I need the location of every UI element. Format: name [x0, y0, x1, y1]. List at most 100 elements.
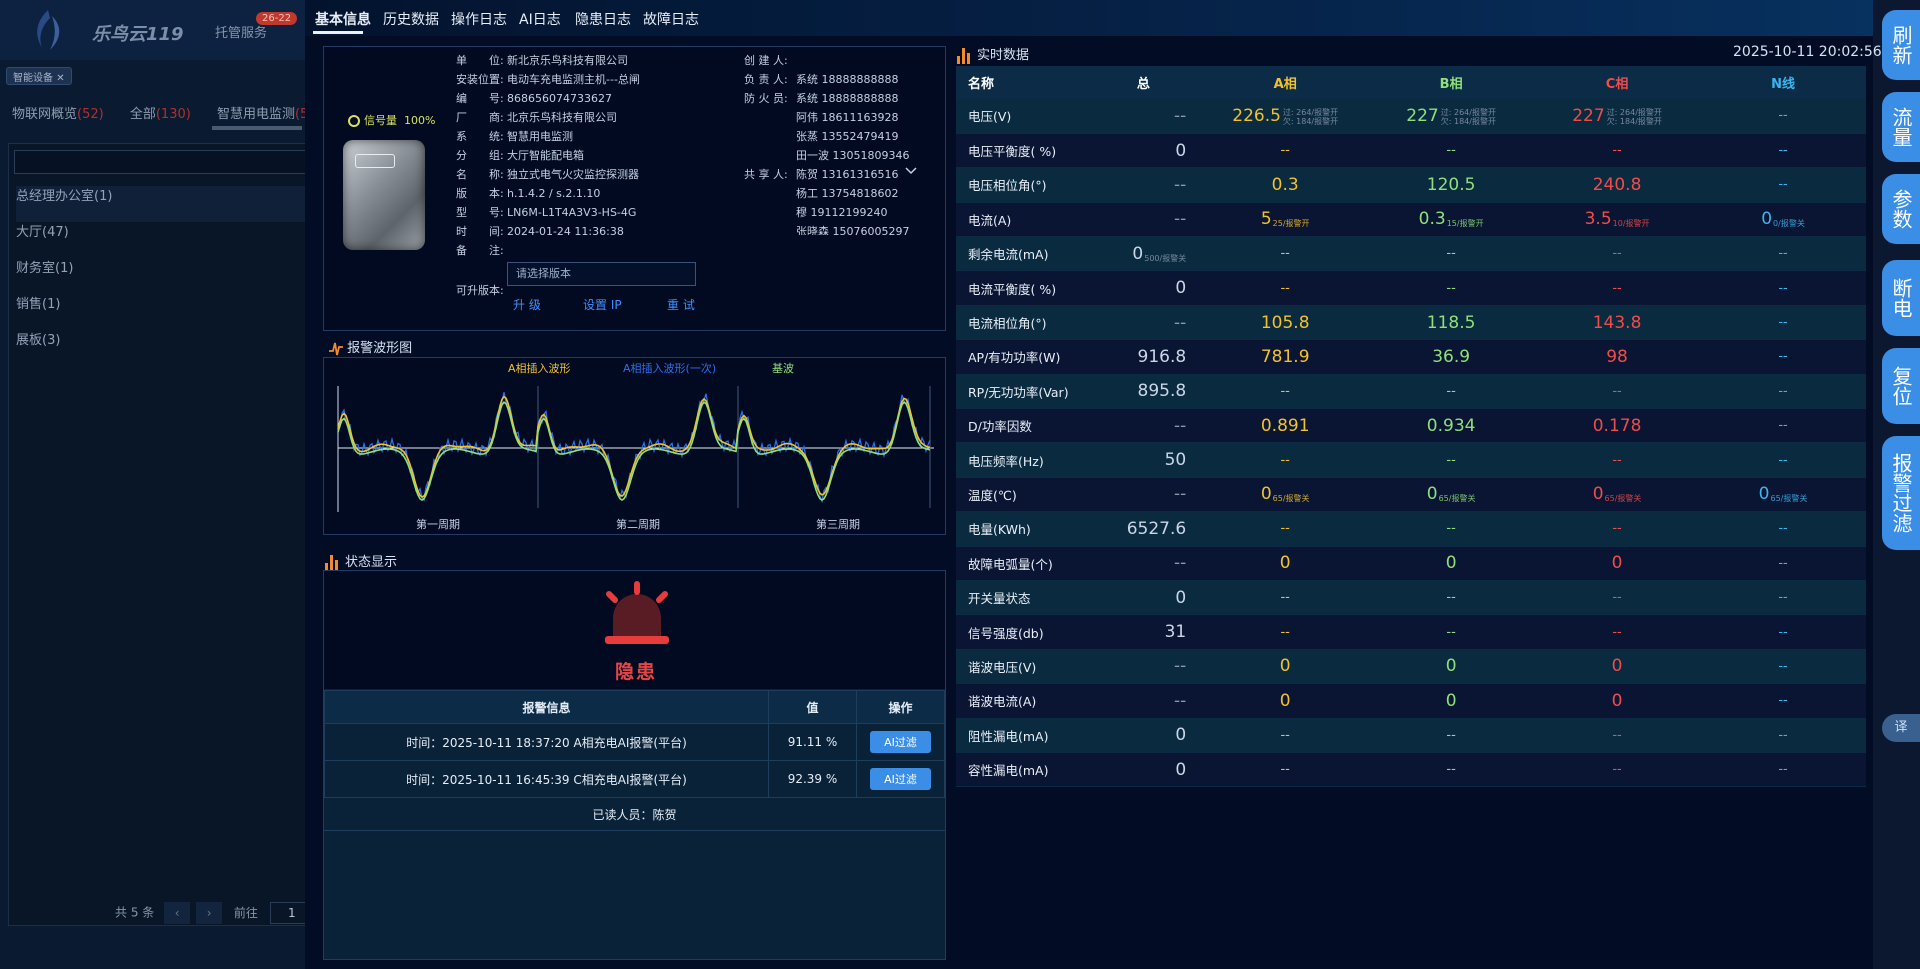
- total-cell: 0: [1084, 133, 1203, 169]
- tree-item[interactable]: 总经理办公室(1): [16, 186, 316, 222]
- stat-overview[interactable]: 物联网概览(52): [12, 107, 104, 122]
- phase-b-value: --: [1446, 452, 1456, 468]
- phase-b-value: 0: [1445, 553, 1457, 574]
- nav-item-hosting[interactable]: 托管服务: [215, 26, 268, 41]
- neutral-cell: --: [1700, 167, 1866, 203]
- tree-item[interactable]: 大厅(47): [16, 225, 69, 240]
- table-row: 电流(A) -- 525/报警开 0.315/报警开 3.510/报警开 00/报警关: [956, 202, 1866, 238]
- table-row: 电压平衡度( %) 0 -- -- -- --: [956, 133, 1866, 169]
- background-header: [0, 0, 320, 60]
- version-label: 可升版本:: [456, 284, 504, 297]
- stat-all[interactable]: 全部(130): [129, 107, 191, 122]
- waveform-panel: [323, 357, 946, 535]
- phase-c-value: 0.178: [1592, 415, 1642, 436]
- tree-item[interactable]: 财务室(1): [16, 261, 74, 276]
- tree-item[interactable]: 展板(3): [16, 333, 61, 348]
- tab-basic-info[interactable]: 基本信息: [315, 12, 371, 28]
- phase-a-value: 781.9: [1260, 346, 1310, 367]
- metric-name: 谐波电压(V): [956, 649, 1085, 685]
- neutral-cell: 065/报警关: [1700, 477, 1866, 513]
- col-total: 总: [1084, 66, 1203, 99]
- tab-history[interactable]: 历史数据: [383, 12, 439, 28]
- retry-button[interactable]: 重 试: [667, 298, 695, 312]
- chevron-down-icon[interactable]: [905, 164, 917, 176]
- phase-b-value: --: [1446, 280, 1456, 296]
- alarm-action-cell: AI过滤: [856, 723, 945, 761]
- alarm-filter-button[interactable]: 报警过滤: [1882, 436, 1920, 550]
- power-off-button[interactable]: 断电: [1882, 260, 1920, 336]
- metric-name: 容性漏电(mA): [956, 752, 1085, 788]
- waveform-title: 报警波形图: [329, 337, 412, 357]
- phase-a-cell: 065/报警关: [1202, 477, 1369, 513]
- upgrade-button[interactable]: 升 级: [513, 298, 541, 312]
- tab-ai-log[interactable]: AI日志: [519, 12, 561, 28]
- total-value: --: [1173, 312, 1187, 333]
- tab-operation-log[interactable]: 操作日志: [451, 12, 507, 28]
- neutral-value: --: [1778, 383, 1788, 399]
- table-row: D/功率因数 -- 0.891 0.934 0.178 --: [956, 408, 1866, 444]
- version-select[interactable]: 请选择版本: [507, 262, 696, 286]
- alarm-value-cell: 91.11 %: [768, 723, 857, 761]
- phase-a-value: --: [1280, 452, 1290, 468]
- tab-hazard-log[interactable]: 隐患日志: [575, 12, 631, 28]
- info-left-column: 单 位: 新北京乐鸟科技有限公司 安装位置: 电动车充电监测主机---总闸 编 号:…: [456, 54, 640, 257]
- table-row: AP/有功功率(W) 916.8 781.9 36.9 98 --: [956, 339, 1866, 375]
- params-button[interactable]: 参数: [1882, 174, 1920, 244]
- phase-c-cell: --: [1534, 718, 1701, 753]
- translate-button[interactable]: 译: [1882, 714, 1920, 742]
- signal-icon: [348, 115, 360, 127]
- phase-b-cell: --: [1368, 442, 1535, 478]
- info-sharer: 张晓森 15076005297: [796, 225, 910, 235]
- phase-b-cell: --: [1368, 580, 1535, 616]
- set-ip-button[interactable]: 设置 IP: [583, 298, 622, 312]
- phase-b-value: 36.9: [1432, 346, 1471, 367]
- info-version: h.1.4.2 / s.2.1.10: [507, 187, 601, 200]
- phase-a-value: --: [1280, 383, 1290, 399]
- table-row: 电压(V) -- 226.5 过: 264/报警开 欠: 184/报警开 227 过: 26…: [956, 99, 1866, 134]
- neutral-cell: --: [1700, 752, 1866, 788]
- prev-page-button[interactable]: ‹: [164, 902, 191, 924]
- legend-a-phase: A相插入波形: [508, 362, 571, 375]
- traffic-button[interactable]: 流量: [1882, 92, 1920, 162]
- threshold-note: 65/报警关: [1438, 494, 1476, 504]
- phase-a-cell: 781.9: [1202, 339, 1369, 375]
- col-value: 值: [768, 690, 857, 724]
- device-stats: 物联网概览(52) 全部(130) 智慧用电监测(51): [12, 103, 344, 122]
- phase-c-cell: 0: [1534, 683, 1701, 719]
- phase-b-cell: --: [1368, 752, 1535, 788]
- tree-item[interactable]: 销售(1): [16, 297, 61, 312]
- phase-b-cell: 118.5: [1368, 305, 1535, 341]
- filter-tag[interactable]: 智能设备 ✕: [6, 67, 72, 85]
- phase-c-value: --: [1612, 246, 1622, 262]
- phase-c-value: --: [1612, 590, 1622, 606]
- ai-filter-button[interactable]: AI过滤: [870, 768, 931, 790]
- table-row: 电流相位角(°) -- 105.8 118.5 143.8 --: [956, 305, 1866, 341]
- filter-tag-label: 智能设备: [13, 73, 53, 84]
- neutral-value: --: [1778, 590, 1788, 606]
- tab-fault-log[interactable]: 故障日志: [643, 12, 699, 28]
- neutral-cell: --: [1700, 133, 1866, 169]
- read-by: 已读人员：陈贺: [324, 799, 945, 831]
- tree-search-input[interactable]: [14, 150, 314, 174]
- next-page-button[interactable]: ›: [196, 902, 223, 924]
- threshold-note: 65/报警关: [1272, 494, 1310, 504]
- phase-b-value: 0: [1445, 690, 1457, 711]
- refresh-button[interactable]: 刷新: [1882, 10, 1920, 80]
- phase-c-cell: 98: [1534, 339, 1701, 375]
- phase-c-cell: 0.178: [1534, 408, 1701, 444]
- reset-button[interactable]: 复位: [1882, 348, 1920, 424]
- neutral-cell: 00/报警关: [1700, 202, 1866, 238]
- phase-c-value: 0: [1611, 656, 1623, 677]
- metric-name: 电流平衡度( %): [956, 270, 1085, 306]
- phase-c-cell: 240.8: [1534, 167, 1701, 203]
- total-value: 0: [1132, 243, 1144, 264]
- phase-a-cell: --: [1202, 270, 1369, 306]
- ai-filter-button[interactable]: AI过滤: [870, 731, 931, 753]
- phase-c-cell: --: [1534, 511, 1701, 547]
- close-icon[interactable]: ✕: [56, 73, 65, 84]
- phase-b-cell: --: [1368, 236, 1535, 272]
- metric-name: 温度(℃): [956, 477, 1085, 513]
- info-sharer: 穆 19112199240: [796, 206, 888, 219]
- phase-a-value: 0: [1279, 690, 1291, 711]
- pager-goto-label: 前往: [233, 905, 258, 920]
